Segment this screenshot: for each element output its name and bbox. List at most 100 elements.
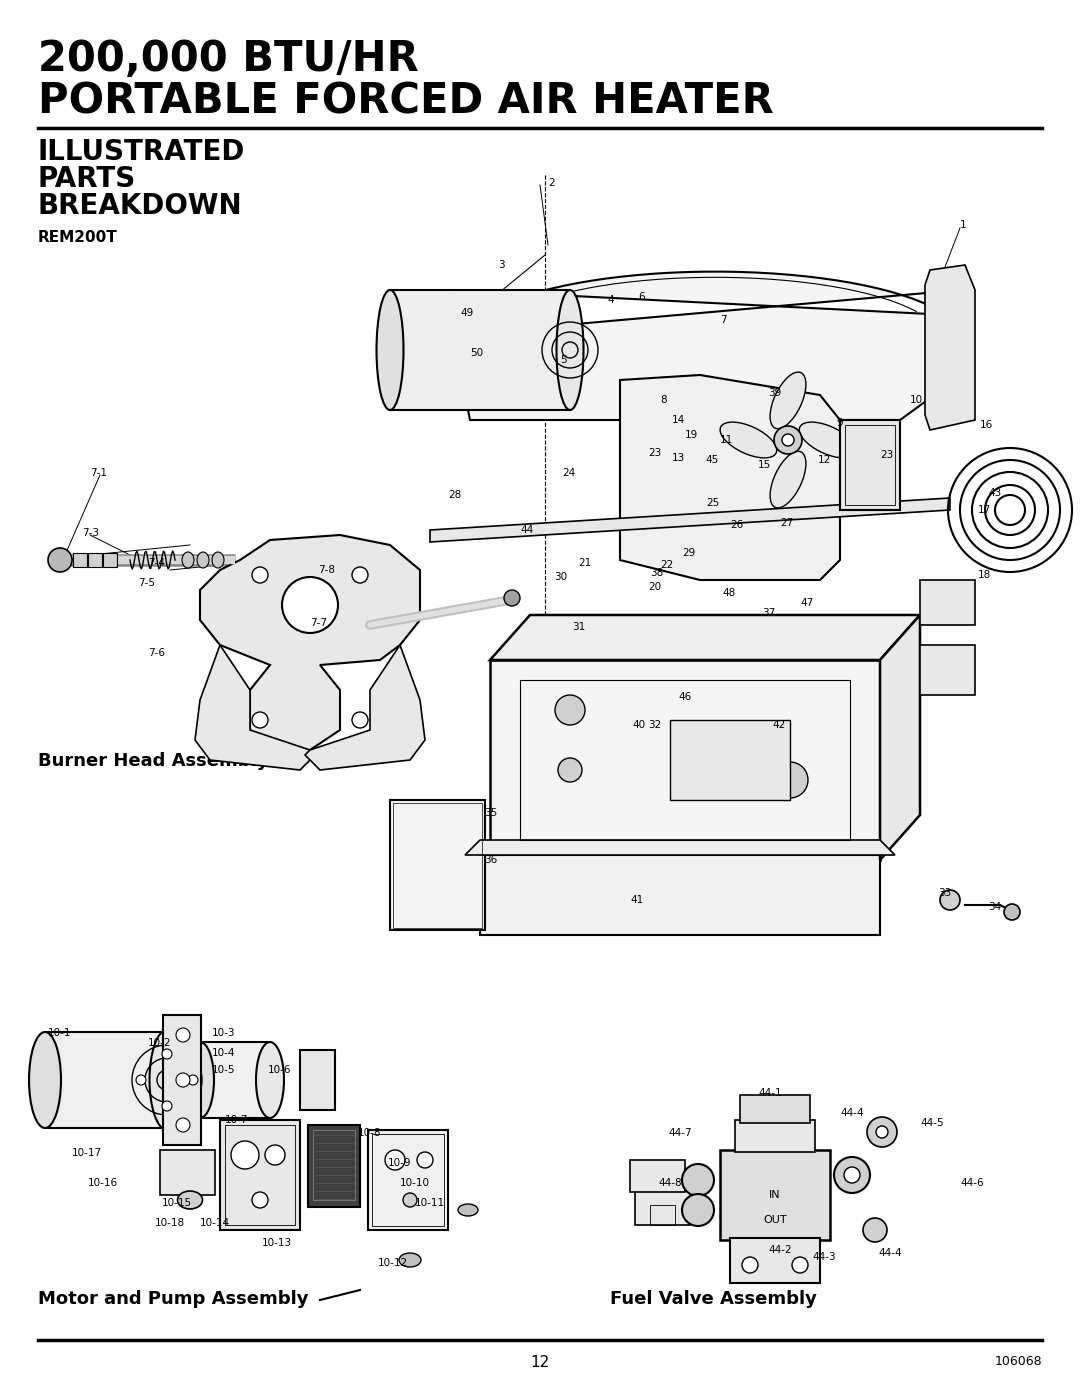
Circle shape xyxy=(867,1118,897,1147)
Polygon shape xyxy=(465,840,895,855)
Text: 42: 42 xyxy=(772,719,785,731)
Text: 24: 24 xyxy=(562,468,576,478)
Ellipse shape xyxy=(458,1204,478,1215)
Text: 11: 11 xyxy=(720,434,733,446)
Text: 10-15: 10-15 xyxy=(162,1199,192,1208)
Circle shape xyxy=(681,1164,714,1196)
Text: 2: 2 xyxy=(548,177,555,189)
Text: 200,000 BTU/HR: 200,000 BTU/HR xyxy=(38,38,419,80)
Circle shape xyxy=(558,759,582,782)
Circle shape xyxy=(265,1146,285,1165)
Text: 33: 33 xyxy=(939,888,951,898)
Text: 50: 50 xyxy=(470,348,483,358)
Bar xyxy=(45,1032,165,1127)
Text: 5: 5 xyxy=(561,355,567,365)
Bar xyxy=(160,1150,215,1194)
Bar xyxy=(225,1125,295,1225)
Bar xyxy=(480,855,880,935)
Text: 10-12: 10-12 xyxy=(378,1259,408,1268)
Circle shape xyxy=(188,1076,198,1085)
Text: 10-3: 10-3 xyxy=(212,1028,235,1038)
Circle shape xyxy=(417,1153,433,1168)
Text: 15: 15 xyxy=(758,460,771,469)
Text: 47: 47 xyxy=(800,598,813,608)
Bar xyxy=(845,425,895,504)
Bar xyxy=(300,1051,335,1111)
Bar xyxy=(220,1120,300,1229)
Circle shape xyxy=(1004,904,1020,921)
Text: 44: 44 xyxy=(519,525,534,535)
Text: 40: 40 xyxy=(632,719,645,731)
Text: 7-3: 7-3 xyxy=(82,528,99,538)
Text: 18: 18 xyxy=(978,570,991,580)
Circle shape xyxy=(231,1141,259,1169)
Circle shape xyxy=(252,1192,268,1208)
Text: 10-16: 10-16 xyxy=(87,1178,118,1187)
Text: 30: 30 xyxy=(554,571,567,583)
Circle shape xyxy=(843,1166,860,1183)
Bar xyxy=(650,1206,675,1225)
Text: 44-5: 44-5 xyxy=(920,1118,944,1127)
Text: 10: 10 xyxy=(910,395,923,405)
Bar xyxy=(920,645,975,694)
Text: 12: 12 xyxy=(818,455,832,465)
Bar xyxy=(740,1095,810,1123)
Bar xyxy=(393,803,482,928)
Text: IN: IN xyxy=(769,1190,781,1200)
Ellipse shape xyxy=(183,552,194,569)
Text: 44-8: 44-8 xyxy=(658,1178,681,1187)
Text: 10-4: 10-4 xyxy=(212,1048,235,1058)
Bar xyxy=(372,1134,444,1227)
Text: 35: 35 xyxy=(484,807,497,819)
Text: 39: 39 xyxy=(768,388,781,398)
Ellipse shape xyxy=(399,1253,421,1267)
Text: 10-6: 10-6 xyxy=(268,1065,292,1076)
Bar xyxy=(735,1120,815,1153)
Ellipse shape xyxy=(256,1042,284,1118)
Text: 28: 28 xyxy=(448,490,461,500)
Text: 7: 7 xyxy=(720,314,727,326)
Text: 48: 48 xyxy=(723,588,735,598)
Text: 10-10: 10-10 xyxy=(400,1178,430,1187)
Text: 20: 20 xyxy=(648,583,661,592)
Text: 44-1: 44-1 xyxy=(758,1088,782,1098)
Text: PARTS: PARTS xyxy=(38,165,136,193)
Bar xyxy=(840,420,900,510)
Text: 10-13: 10-13 xyxy=(262,1238,292,1248)
Bar xyxy=(368,1130,448,1229)
Text: ILLUSTRATED: ILLUSTRATED xyxy=(38,138,245,166)
Text: 23: 23 xyxy=(648,448,661,458)
Bar xyxy=(87,553,102,567)
Text: 44-4: 44-4 xyxy=(840,1108,864,1118)
Circle shape xyxy=(136,1076,146,1085)
Circle shape xyxy=(792,1257,808,1273)
Text: 44-7: 44-7 xyxy=(669,1127,691,1139)
Text: 3: 3 xyxy=(498,260,504,270)
Text: 6: 6 xyxy=(638,292,645,302)
Circle shape xyxy=(454,352,470,367)
Bar xyxy=(73,553,87,567)
Text: 10-11: 10-11 xyxy=(415,1199,445,1208)
Text: Fuel Valve Assembly: Fuel Valve Assembly xyxy=(610,1289,816,1308)
Text: 10-18: 10-18 xyxy=(156,1218,185,1228)
Circle shape xyxy=(863,1218,887,1242)
Ellipse shape xyxy=(556,291,583,409)
Text: 44-3: 44-3 xyxy=(812,1252,836,1261)
Text: 36: 36 xyxy=(484,855,497,865)
Circle shape xyxy=(282,577,338,633)
Text: 17: 17 xyxy=(978,504,991,515)
Circle shape xyxy=(681,1194,714,1227)
Text: 46: 46 xyxy=(678,692,691,703)
Circle shape xyxy=(48,548,72,571)
Text: 7-4: 7-4 xyxy=(148,557,165,569)
Text: 1: 1 xyxy=(960,219,967,231)
Circle shape xyxy=(252,567,268,583)
Text: 45: 45 xyxy=(705,455,718,465)
Text: 106068: 106068 xyxy=(995,1355,1042,1368)
Ellipse shape xyxy=(377,291,404,409)
Text: 38: 38 xyxy=(650,569,663,578)
Bar xyxy=(635,1190,690,1225)
Text: 44-2: 44-2 xyxy=(768,1245,792,1255)
Text: 12: 12 xyxy=(530,1355,550,1370)
Polygon shape xyxy=(305,645,426,770)
